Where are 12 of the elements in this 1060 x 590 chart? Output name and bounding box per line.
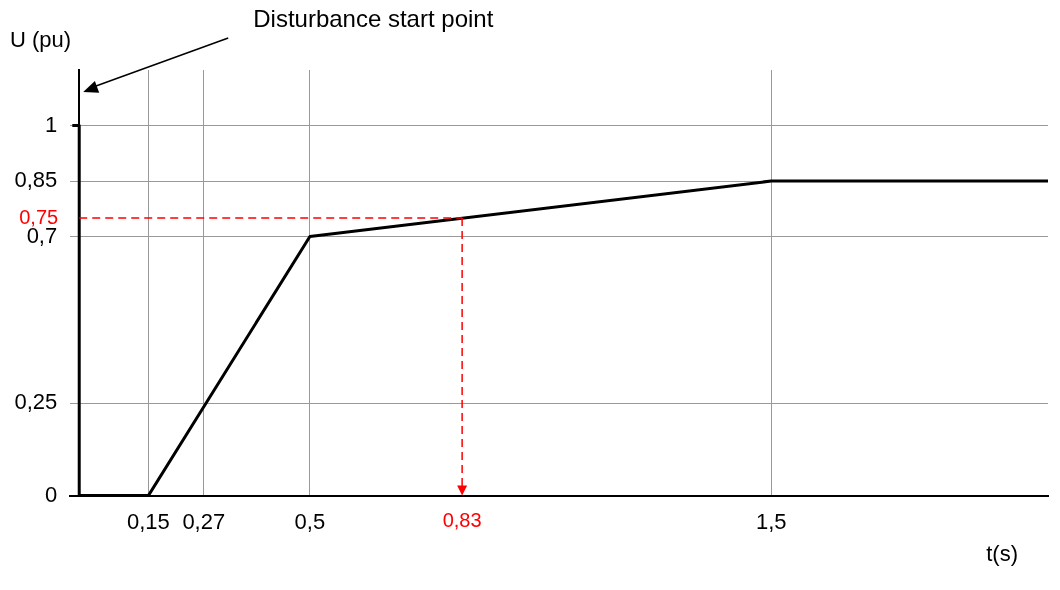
- x-axis-title: t(s): [986, 540, 1018, 566]
- x-tick-label: 0,15: [127, 508, 170, 534]
- x-tick-label: 1,5: [755, 508, 787, 534]
- text: Disturbance start point: [253, 4, 494, 32]
- y-tick-label: 0,25: [14, 389, 80, 415]
- y-axis-title: U (pu): [10, 27, 72, 53]
- x-tick-label: 0,5: [294, 508, 326, 534]
- y-tick-label: 1: [44, 111, 80, 137]
- ref-line-label: 0,83: [442, 509, 482, 532]
- x-tick-label: 0,27: [182, 508, 226, 534]
- y-tick-label: 0: [44, 481, 80, 507]
- y-tick-label: 0,85: [14, 167, 80, 193]
